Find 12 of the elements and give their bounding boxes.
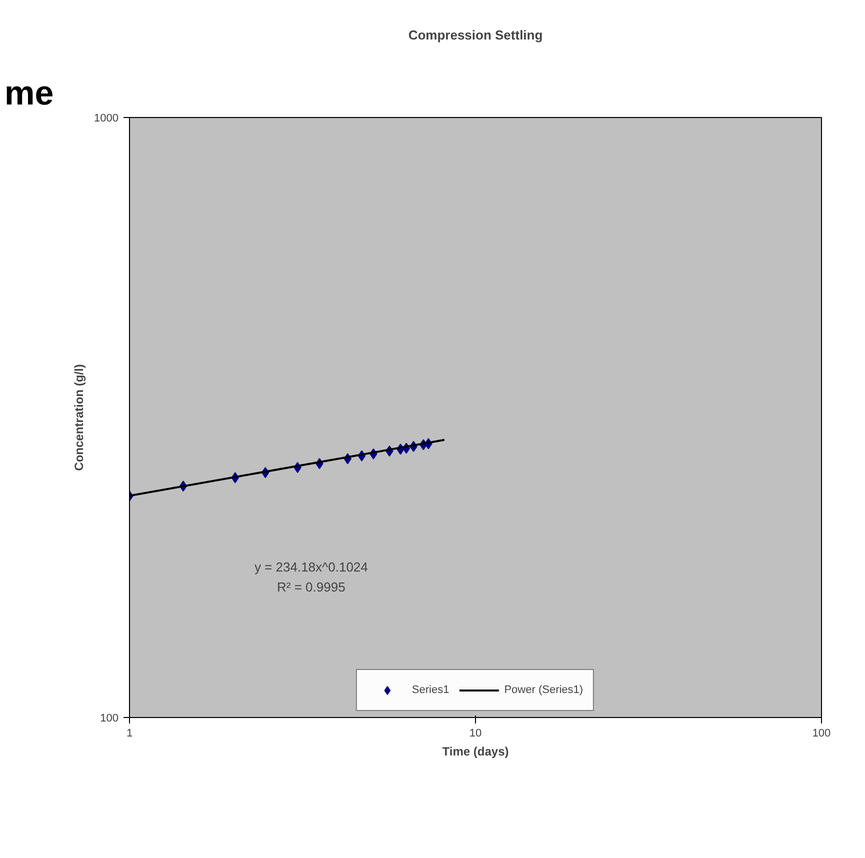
x-axis-title: Time (days) bbox=[442, 744, 509, 758]
annotation: y = 234.18x^0.1024 bbox=[254, 560, 368, 575]
text: me bbox=[4, 74, 54, 112]
y-axis-title: Concentration (g/l) bbox=[72, 364, 86, 471]
x-tick-label: 100 bbox=[812, 728, 831, 740]
y-tick-label: 1000 bbox=[94, 112, 119, 124]
legend-label: Series1 bbox=[412, 684, 450, 696]
legend-label: Power (Series1) bbox=[504, 684, 584, 696]
chart-title: Compression Settling bbox=[408, 28, 543, 42]
annotation: R² = 0.9995 bbox=[277, 580, 346, 595]
x-tick-label: 10 bbox=[469, 728, 482, 740]
x-tick-label: 1 bbox=[126, 728, 133, 740]
